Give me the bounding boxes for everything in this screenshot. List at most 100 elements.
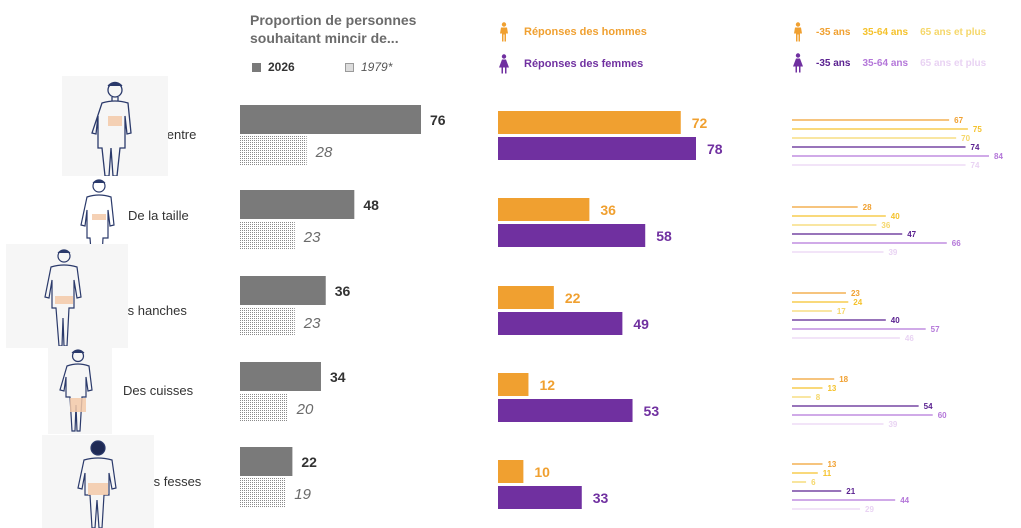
value-label-age: 74: [971, 161, 980, 170]
category-label-taille: De la taille: [128, 208, 189, 223]
legend-femmes-age-2: 35-64 ans: [862, 57, 909, 69]
value-label-age: 74: [971, 143, 980, 152]
value-label-age: 18: [839, 375, 848, 384]
legend-hommes-age-1: -35 ans: [816, 26, 851, 38]
value-label-femmes: 53: [644, 403, 660, 419]
value-label-2026: 76: [430, 112, 446, 128]
value-label-hommes: 12: [539, 377, 555, 393]
legend-2026-label: 2026: [268, 60, 295, 74]
value-label-femmes: 78: [707, 141, 723, 157]
value-label-age: 39: [888, 420, 897, 429]
bar-2026: [240, 105, 421, 134]
value-label-1979: 20: [296, 401, 314, 418]
value-label-femmes: 58: [656, 228, 672, 244]
value-label-age: 75: [973, 125, 982, 134]
body-figure-belly-image: [62, 76, 168, 176]
bar-femmes: [498, 137, 696, 160]
value-label-femmes: 33: [593, 490, 609, 506]
bar-femmes: [498, 312, 623, 335]
bar-1979: [240, 478, 286, 507]
bar-2026: [240, 447, 293, 476]
value-label-age: 40: [891, 316, 900, 325]
bar-femmes: [498, 486, 582, 509]
woman-icon: [499, 54, 509, 74]
legend-hommes-age-2: 35-64 ans: [862, 26, 909, 38]
legend-femmes-label: Réponses des femmes: [524, 58, 644, 70]
value-label-age: 44: [900, 496, 909, 505]
body-figure-thighs-image: [48, 346, 112, 434]
value-label-age: 57: [931, 325, 940, 334]
category-label-hanches: Des hanches: [111, 303, 187, 318]
value-label-age: 54: [924, 402, 933, 411]
legend-age-hommes: -35 ans 35-64 ans 65 ans et plus: [792, 22, 986, 42]
bar-2026: [240, 276, 326, 305]
value-label-hommes: 10: [534, 464, 550, 480]
legend-2026-swatch: [252, 62, 261, 72]
bar-hommes: [498, 198, 590, 221]
value-label-2026: 22: [301, 454, 317, 470]
legend-femmes-age-3: 65 ans et plus: [920, 57, 987, 69]
value-label-age: 29: [865, 505, 874, 514]
body-figure-buttocks-image: [42, 435, 154, 528]
value-label-hommes: 72: [692, 115, 708, 131]
woman-icon: [793, 53, 803, 73]
value-label-2026: 36: [335, 283, 351, 299]
man-icon: [500, 22, 508, 42]
bar-1979: [240, 221, 295, 250]
value-label-age: 40: [891, 212, 900, 221]
bar-hommes: [498, 460, 524, 483]
value-label-age: 84: [994, 152, 1003, 161]
legend-1979-swatch: [345, 62, 354, 72]
body-figure-waist-image: [80, 179, 115, 277]
value-label-age: 11: [823, 469, 832, 478]
value-label-age: 13: [827, 460, 836, 469]
legend-hommes: Réponses des hommes: [498, 22, 647, 42]
bar-2026: [240, 190, 355, 219]
bar-1979: [240, 307, 295, 336]
legend-2026: 2026: [252, 60, 295, 74]
value-label-femmes: 49: [633, 316, 649, 332]
legend-hommes-label: Réponses des hommes: [524, 26, 647, 38]
value-label-age: 21: [846, 487, 855, 496]
legend-femmes: Réponses des femmes: [498, 54, 643, 74]
value-label-age: 24: [853, 298, 862, 307]
bar-hommes: [498, 286, 554, 309]
value-label-age: 36: [881, 221, 890, 230]
value-label-age: 67: [954, 116, 963, 125]
bar-1979: [240, 393, 288, 422]
bar-femmes: [498, 399, 633, 422]
value-label-1979: 28: [315, 144, 333, 161]
value-label-age: 6: [811, 478, 816, 487]
value-label-hommes: 22: [565, 290, 581, 306]
bar-2026: [240, 362, 321, 391]
value-label-hommes: 36: [600, 202, 616, 218]
value-label-age: 47: [907, 230, 916, 239]
man-icon: [794, 22, 802, 42]
legend-hommes-age-3: 65 ans et plus: [920, 26, 987, 38]
legend-1979-label: 1979*: [361, 60, 393, 74]
value-label-age: 39: [888, 248, 897, 257]
value-label-2026: 48: [363, 197, 379, 213]
value-label-1979: 23: [303, 229, 321, 246]
value-label-age: 13: [827, 384, 836, 393]
value-label-1979: 19: [294, 486, 311, 503]
value-label-2026: 34: [330, 369, 346, 385]
value-label-age: 23: [851, 289, 860, 298]
bar-1979: [240, 136, 307, 165]
value-label-age: 60: [938, 411, 947, 420]
value-label-age: 70: [961, 134, 970, 143]
bar-femmes: [498, 224, 646, 247]
bar-hommes: [498, 373, 529, 396]
value-label-age: 46: [905, 334, 914, 343]
body-figure-hips-image: [6, 244, 128, 348]
legend-age-femmes: -35 ans 35-64 ans 65 ans et plus: [792, 53, 986, 73]
legend-femmes-age-1: -35 ans: [816, 57, 851, 69]
value-label-age: 28: [863, 203, 872, 212]
legend-1979: 1979*: [345, 60, 392, 74]
bar-hommes: [498, 111, 681, 134]
category-label-cuisses: Des cuisses: [123, 383, 194, 398]
value-label-1979: 23: [303, 315, 321, 332]
chart-title: Proportion de personnes souhaitant minci…: [250, 12, 417, 46]
